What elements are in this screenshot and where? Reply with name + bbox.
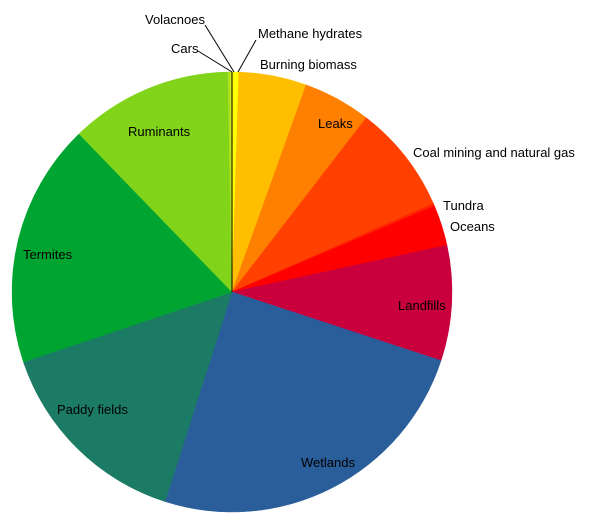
slice-wetlands	[164, 291, 442, 513]
slice-landfills	[231, 244, 453, 361]
leader-line-volacnoes	[204, 24, 235, 73]
label-cars: Cars	[171, 41, 199, 56]
label-burning-biomass: Burning biomass	[260, 57, 357, 72]
label-ruminants: Ruminants	[128, 124, 191, 139]
label-volacnoes: Volacnoes	[145, 12, 205, 27]
slice-termites	[11, 133, 233, 363]
label-leaks: Leaks	[318, 116, 353, 131]
slice-ruminants	[78, 71, 233, 293]
label-landfills: Landfills	[398, 298, 446, 313]
label-paddy-fields: Paddy fields	[57, 402, 128, 417]
label-tundra: Tundra	[443, 198, 484, 213]
pie-slices	[11, 71, 453, 513]
slice-coal-mining-and-natural-gas	[231, 117, 434, 293]
label-methane-hydrates: Methane hydrates	[258, 26, 363, 41]
leader-line-cars	[197, 50, 233, 73]
label-termites: Termites	[23, 247, 73, 262]
label-coal-mining-and-natural-gas: Coal mining and natural gas	[413, 145, 575, 160]
leader-lines	[197, 24, 257, 292]
leader-line-methane-hydrates	[237, 39, 257, 73]
label-oceans: Oceans	[450, 219, 495, 234]
slice-paddy-fields	[23, 291, 233, 502]
slice-labels: Methane hydrates Burning biomass Leaks Coal…	[23, 12, 575, 470]
label-wetlands: Wetlands	[301, 455, 355, 470]
